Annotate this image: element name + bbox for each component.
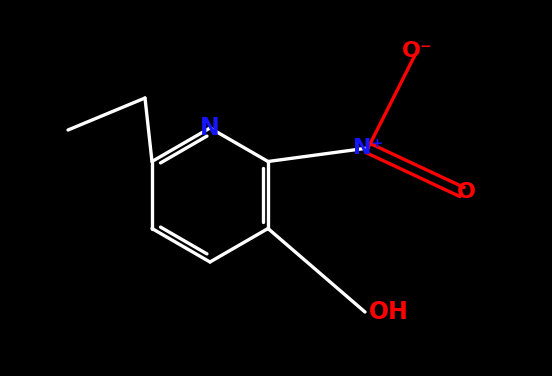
- Text: O⁻: O⁻: [402, 41, 432, 61]
- Text: O: O: [457, 182, 475, 202]
- Text: OH: OH: [369, 300, 409, 324]
- Text: N⁺: N⁺: [353, 138, 383, 158]
- Text: N: N: [200, 116, 220, 140]
